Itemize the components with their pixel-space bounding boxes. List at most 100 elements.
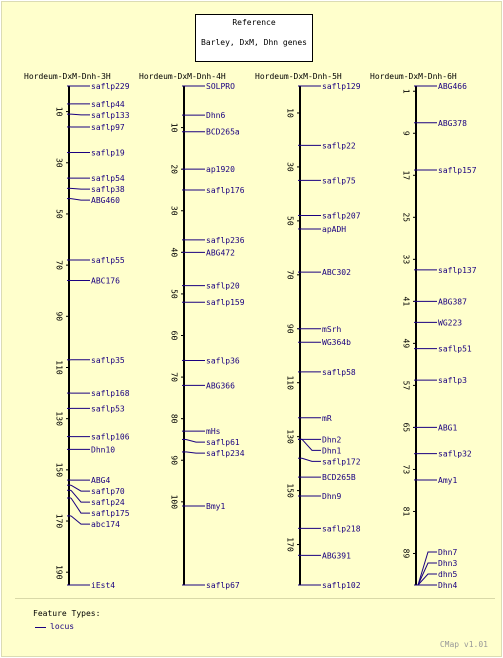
marker-connector [70, 489, 90, 503]
axis-tick-label: 10 [170, 123, 179, 133]
marker-label: saflp75 [322, 176, 356, 185]
axis-tick-label: 50 [55, 209, 64, 219]
marker-label: ABC176 [91, 276, 120, 285]
marker-label: ABC302 [322, 268, 351, 277]
axis-tick-label: 100 [170, 495, 179, 510]
marker-label: saflp172 [322, 457, 361, 466]
marker-label: Dhn4 [438, 581, 457, 590]
marker-label: saflp133 [91, 111, 130, 120]
axis-tick-label: 30 [286, 162, 295, 172]
axis-tick-label: 73 [402, 465, 411, 475]
axis-tick-label: 90 [55, 311, 64, 321]
axis-tick-label: 17 [402, 170, 411, 180]
axis-tick-label: 80 [170, 414, 179, 424]
marker-label: saflp32 [438, 450, 472, 459]
marker-label: saflp97 [91, 123, 125, 132]
axis-tick-label: 90 [170, 455, 179, 465]
axis-tick-label: 150 [286, 483, 295, 498]
marker-label: saflp67 [206, 581, 240, 590]
marker-label: saflp55 [91, 256, 125, 265]
marker-connector [70, 515, 90, 525]
marker-label: Dhn2 [322, 435, 341, 444]
marker-label: WG364b [322, 338, 351, 347]
marker-label: saflp54 [91, 174, 125, 183]
axis-tick-label: 130 [55, 411, 64, 426]
marker-connector [185, 438, 205, 443]
axis-tick-label: 60 [170, 331, 179, 341]
marker-label: Dhn6 [206, 111, 225, 120]
marker-label: saflp229 [91, 82, 130, 91]
axis-tick-label: 89 [402, 549, 411, 559]
legend-locus-swatch [35, 627, 46, 628]
marker-connector [417, 551, 437, 586]
marker-connector [70, 484, 90, 492]
marker-label: ABG378 [438, 119, 467, 128]
marker-label: saflp61 [206, 438, 240, 447]
marker-connector [70, 497, 90, 514]
marker-label: abc174 [91, 520, 120, 529]
marker-label: saflp51 [438, 345, 472, 354]
axis-tick-label: 20 [170, 164, 179, 174]
axis-tick-label: 110 [286, 375, 295, 390]
marker-connector [417, 573, 437, 586]
marker-label: saflp106 [91, 433, 130, 442]
reference-subtitle: Barley, DxM, Dhn genes [201, 38, 307, 47]
marker-label: saflp176 [206, 186, 245, 195]
marker-label: saflp19 [91, 149, 125, 158]
marker-label: ABG460 [91, 196, 120, 205]
marker-label: saflp218 [322, 524, 361, 533]
marker-label: saflp24 [91, 498, 125, 507]
marker-label: dhn5 [438, 570, 457, 579]
axis-tick-label: 50 [170, 289, 179, 299]
marker-label: Dhn1 [322, 446, 341, 455]
marker-label: saflp234 [206, 449, 245, 458]
marker-label: ABG391 [322, 551, 351, 560]
marker-label: BCD265B [322, 473, 356, 482]
axis-tick-label: 65 [402, 423, 411, 433]
cmap-version: CMap v1.01 [439, 640, 488, 649]
axis-tick-label: 49 [402, 339, 411, 349]
map-title: Hordeum-DxM-Dnh-4H [139, 72, 226, 81]
marker-connector [185, 451, 205, 454]
marker-label: saflp129 [322, 82, 361, 91]
legend-title: Feature Types: [33, 609, 101, 618]
axis-tick-label: 190 [55, 565, 64, 580]
marker-label: Amy1 [438, 476, 457, 485]
marker-label: saflp168 [91, 389, 130, 398]
marker-label: saflp58 [322, 368, 356, 377]
marker-connector [417, 562, 437, 586]
marker-connector [70, 113, 90, 116]
marker-label: mSrh [322, 325, 341, 334]
map-title: Hordeum-DxM-Dnh-5H [255, 72, 342, 81]
marker-label: ABG366 [206, 381, 235, 390]
map-title: Hordeum-DxM-Dnh-3H [24, 72, 111, 81]
marker-label: saflp157 [438, 166, 477, 175]
marker-label: saflp236 [206, 236, 245, 245]
legend: Feature Types: locus [15, 598, 495, 643]
marker-connector [301, 439, 321, 451]
marker-label: ABG466 [438, 82, 467, 91]
axis-tick-label: 30 [170, 206, 179, 216]
marker-label: Dhn7 [438, 548, 457, 557]
marker-connector [301, 457, 321, 462]
reference-box: Reference Barley, DxM, Dhn genes [195, 14, 313, 62]
axis-tick-label: 90 [286, 324, 295, 334]
marker-label: ap1920 [206, 165, 235, 174]
axis-tick-label: 70 [55, 260, 64, 270]
marker-label: saflp159 [206, 298, 245, 307]
marker-label: Dhn9 [322, 492, 341, 501]
marker-connector [70, 187, 90, 190]
marker-label: ABG1 [438, 423, 457, 432]
axis-tick-label: 81 [402, 507, 411, 517]
marker-label: SOLPRO [206, 82, 235, 91]
axis-tick-label: 70 [170, 372, 179, 382]
axis-tick-label: 33 [402, 255, 411, 265]
marker-label: saflp175 [91, 509, 130, 518]
map-title: Hordeum-DxM-Dnh-6H [370, 72, 457, 81]
marker-label: saflp137 [438, 266, 477, 275]
axis-tick-label: 41 [402, 297, 411, 307]
axis-tick-label: 170 [55, 514, 64, 529]
axis-tick-label: 170 [286, 537, 295, 552]
marker-label: apADH [322, 225, 346, 234]
